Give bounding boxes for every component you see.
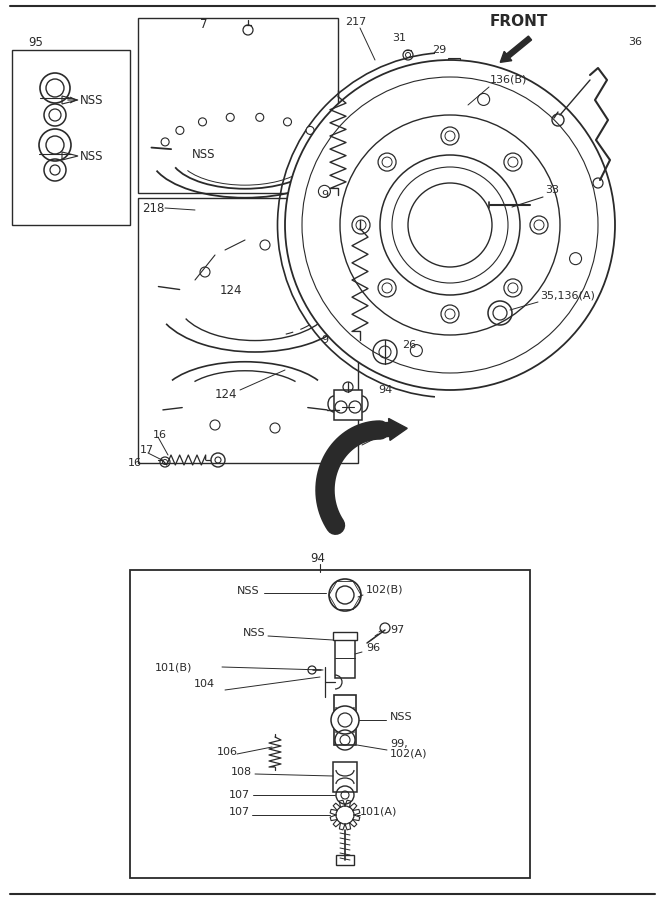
Text: 136(B): 136(B) <box>490 75 528 85</box>
Bar <box>445 62 463 74</box>
Polygon shape <box>62 96 78 104</box>
Text: 102(B): 102(B) <box>366 584 404 594</box>
Text: 94: 94 <box>310 552 325 564</box>
Text: NSS: NSS <box>192 148 215 161</box>
Ellipse shape <box>560 169 576 181</box>
Text: 9: 9 <box>321 335 328 345</box>
Circle shape <box>504 279 522 297</box>
Text: 124: 124 <box>215 389 237 401</box>
Bar <box>138 18 338 193</box>
Circle shape <box>378 279 396 297</box>
Circle shape <box>378 153 396 171</box>
Text: 107: 107 <box>229 790 250 800</box>
Text: 101(B): 101(B) <box>155 662 192 672</box>
Ellipse shape <box>494 334 506 351</box>
Text: 99,: 99, <box>390 739 408 749</box>
Circle shape <box>226 113 234 122</box>
Text: 9: 9 <box>321 190 328 200</box>
Circle shape <box>306 126 314 134</box>
Circle shape <box>161 138 169 146</box>
Circle shape <box>380 155 520 295</box>
Text: 36: 36 <box>628 37 642 47</box>
Bar <box>335 638 355 678</box>
Text: 26: 26 <box>402 340 416 350</box>
Text: 107: 107 <box>229 807 250 817</box>
Text: 31: 31 <box>392 33 406 43</box>
Text: NSS: NSS <box>237 586 260 596</box>
Circle shape <box>255 113 263 122</box>
FancyArrow shape <box>376 418 408 440</box>
Text: NSS: NSS <box>242 628 265 638</box>
Ellipse shape <box>394 99 406 116</box>
Text: 94: 94 <box>378 385 392 395</box>
Bar <box>336 855 354 865</box>
Circle shape <box>441 127 459 145</box>
Text: FRONT: FRONT <box>490 14 548 30</box>
Bar <box>333 632 357 640</box>
Text: 16: 16 <box>153 430 167 440</box>
Text: 29: 29 <box>432 45 446 55</box>
Circle shape <box>321 138 329 146</box>
Circle shape <box>504 153 522 171</box>
Circle shape <box>329 579 361 611</box>
Text: 101(A): 101(A) <box>360 807 398 817</box>
Circle shape <box>352 216 370 234</box>
Circle shape <box>199 118 207 126</box>
Text: 96: 96 <box>366 643 380 653</box>
Text: 217: 217 <box>345 17 366 27</box>
Bar <box>372 220 408 268</box>
Text: 17: 17 <box>140 445 154 455</box>
Text: 218: 218 <box>142 202 164 214</box>
Ellipse shape <box>323 171 340 183</box>
Bar <box>456 100 471 110</box>
Text: 102(A): 102(A) <box>390 749 428 759</box>
Ellipse shape <box>492 98 504 115</box>
Text: 35,136(A): 35,136(A) <box>540 290 595 300</box>
Bar <box>334 390 362 420</box>
Circle shape <box>441 305 459 323</box>
Text: 124: 124 <box>220 284 243 296</box>
Ellipse shape <box>323 269 341 281</box>
Circle shape <box>176 126 184 134</box>
Circle shape <box>331 706 359 734</box>
Bar <box>459 95 468 101</box>
Text: 106: 106 <box>217 747 238 757</box>
Text: 95: 95 <box>28 35 43 49</box>
Bar <box>333 762 357 792</box>
Circle shape <box>285 60 615 390</box>
Text: NSS: NSS <box>80 94 103 106</box>
Bar <box>130 570 530 878</box>
Text: 94: 94 <box>373 425 388 435</box>
Ellipse shape <box>560 267 577 279</box>
Circle shape <box>283 118 291 126</box>
Bar <box>12 50 130 225</box>
Text: 7: 7 <box>200 19 207 32</box>
Text: 16: 16 <box>128 458 142 468</box>
Text: NSS: NSS <box>390 712 413 722</box>
Bar <box>334 695 356 745</box>
Polygon shape <box>62 152 78 160</box>
Text: 33: 33 <box>545 185 559 195</box>
FancyArrow shape <box>500 36 532 62</box>
Bar <box>138 198 358 463</box>
Bar <box>448 58 460 64</box>
Text: 97: 97 <box>390 625 404 635</box>
Text: NSS: NSS <box>80 149 103 163</box>
Text: 104: 104 <box>194 679 215 689</box>
Circle shape <box>530 216 548 234</box>
Text: 108: 108 <box>231 767 252 777</box>
Ellipse shape <box>396 335 408 352</box>
